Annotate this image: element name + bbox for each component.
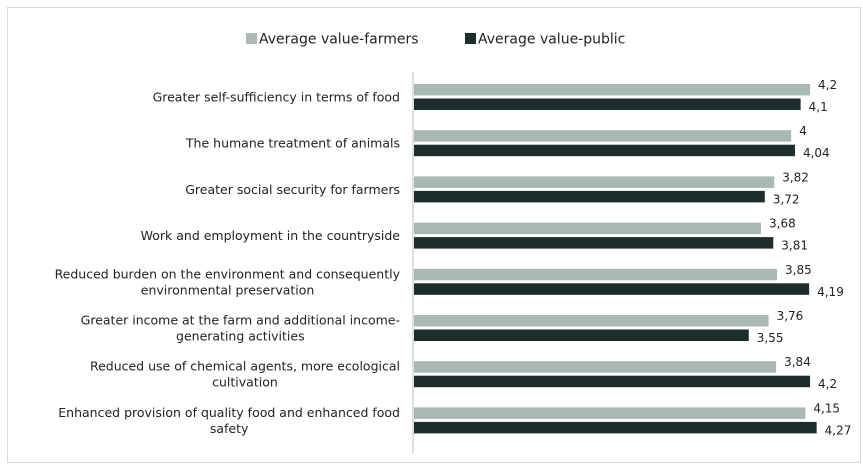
bar-farmers (414, 84, 811, 96)
bar-farmers (414, 222, 762, 235)
category-labels: Greater self-sufficiency in terms of foo… (55, 90, 401, 436)
value-label: 3,82 (782, 170, 809, 184)
category-label: generating activities (176, 329, 305, 344)
value-label: 4,27 (825, 423, 852, 437)
value-label: 4,15 (813, 401, 840, 415)
bar-public (414, 375, 811, 388)
legend-label-2: Average value-public (478, 32, 625, 48)
value-label: 4 (799, 124, 807, 138)
category-label: environmental preservation (141, 282, 315, 297)
value-label: 4,2 (818, 377, 837, 391)
value-label: 3,81 (781, 239, 808, 253)
bar-farmers (414, 315, 769, 327)
category-label: safety (210, 421, 249, 436)
category-label: Reduced burden on the environment and co… (55, 266, 401, 281)
bar-farmers (414, 176, 775, 188)
category-label: cultivation (212, 375, 278, 390)
bar-farmers (414, 130, 792, 142)
value-label: 3,76 (777, 309, 804, 323)
bar-public (414, 144, 795, 157)
category-label: Work and employment in the countryside (141, 228, 401, 243)
bar-public (414, 283, 810, 295)
bar-farmers (414, 361, 777, 373)
legend-swatch-2 (465, 33, 476, 44)
legend-label-1: Average value-farmers (259, 32, 419, 48)
legend: Average value-farmers Average value-publi… (246, 32, 625, 48)
value-label: 3,85 (785, 263, 812, 277)
value-label: 3,72 (773, 192, 800, 206)
bar-public (414, 190, 765, 203)
category-label: Greater self-sufficiency in terms of foo… (153, 90, 400, 105)
value-label: 4,1 (809, 100, 828, 114)
value-label: 3,55 (757, 331, 784, 345)
bars (414, 84, 817, 434)
bar-farmers (414, 268, 778, 281)
category-label: Reduced use of chemical agents, more eco… (90, 359, 400, 374)
bar-public (414, 237, 774, 249)
value-label: 4,19 (817, 285, 844, 299)
value-label: 3,84 (784, 355, 811, 369)
bar-public (414, 98, 801, 110)
value-label: 4,04 (803, 146, 830, 160)
value-label: 3,68 (769, 217, 796, 231)
bar-farmers (414, 407, 806, 419)
value-label: 4,2 (818, 78, 837, 92)
category-label: The humane treatment of animals (185, 136, 400, 151)
category-label: Greater social security for farmers (185, 182, 400, 197)
bar-public (414, 421, 817, 434)
legend-swatch-1 (246, 33, 257, 44)
category-label: Enhanced provision of quality food and e… (58, 405, 400, 420)
bar-public (414, 329, 749, 341)
value-labels: 4,2 4,14 4,04 3,82 3,72 3,68 3,81 3,85 4,19 3,76 3… (757, 78, 852, 437)
category-label: Greater income at the farm and additiona… (81, 313, 400, 328)
